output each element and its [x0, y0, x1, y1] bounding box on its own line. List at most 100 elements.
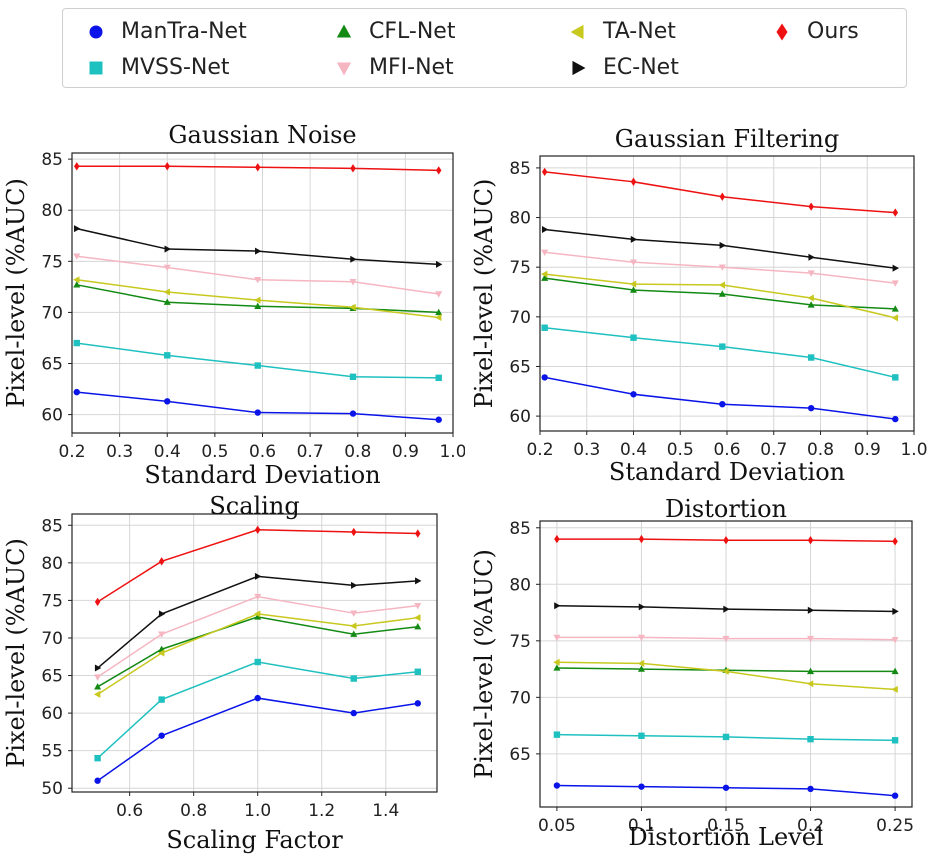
y-axis-label: Pixel-level (%AUC)	[470, 549, 498, 779]
series-ta-net	[93, 610, 421, 698]
data-point	[553, 658, 560, 666]
data-point	[73, 276, 80, 284]
y-tick-label: 55	[41, 742, 63, 762]
data-point	[629, 280, 637, 288]
data-point	[718, 281, 726, 289]
data-point	[158, 557, 165, 566]
legend-label: Ours	[807, 19, 859, 44]
data-point	[553, 782, 561, 789]
data-point	[350, 255, 357, 263]
data-point	[891, 636, 899, 644]
series-ec-net	[554, 602, 899, 615]
data-point	[435, 374, 442, 382]
data-point	[157, 649, 165, 657]
x-tick-label: 0.15	[707, 816, 745, 836]
data-point	[349, 279, 357, 286]
y-tick-label: 80	[509, 575, 531, 595]
chart-title: Distortion	[665, 495, 787, 523]
y-tick-label: 75	[41, 252, 63, 272]
data-point	[163, 264, 171, 272]
grid	[71, 153, 454, 433]
series-line	[544, 171, 896, 214]
y-tick-label: 65	[509, 357, 531, 377]
grid	[540, 521, 912, 807]
data-point	[255, 163, 261, 172]
legend-item-cfl-net: CFL-Net	[333, 19, 455, 44]
series-line	[544, 277, 896, 310]
data-point	[807, 354, 815, 361]
x-tick-label: 1.0	[439, 442, 465, 462]
data-point	[891, 792, 899, 799]
data-point	[350, 709, 357, 717]
data-point	[638, 603, 646, 611]
data-point	[553, 634, 561, 642]
data-point	[637, 659, 645, 667]
data-point	[540, 270, 548, 278]
data-point	[891, 280, 899, 287]
data-point	[722, 784, 730, 791]
legend-item-ours: Ours	[771, 19, 859, 44]
x-tick-label: 0.8	[807, 440, 834, 460]
data-point	[254, 362, 261, 369]
data-point	[94, 664, 102, 672]
data-point	[891, 314, 899, 322]
x-tick-label: 0.3	[573, 440, 600, 460]
data-point	[435, 166, 442, 175]
legend-label: MVSS-Net	[121, 55, 230, 80]
series-line	[76, 227, 439, 266]
y-axis-label: Pixel-level (%AUC)	[2, 538, 30, 768]
y-tick-label: 80	[509, 209, 531, 229]
y-axis-label: Pixel-level (%AUC)	[470, 179, 498, 409]
x-tick-label: 0.05	[538, 816, 576, 836]
data-point	[94, 754, 101, 762]
data-point	[891, 737, 899, 744]
legend-label: TA-Net	[603, 19, 676, 44]
y-tick-label: 70	[41, 629, 63, 649]
x-tick-label: 0.4	[154, 442, 181, 462]
data-point	[163, 288, 170, 296]
series-line	[544, 327, 896, 379]
series-line	[544, 228, 896, 269]
data-point	[722, 733, 730, 741]
series-mfi-net	[541, 249, 899, 287]
series-mfi-net	[553, 634, 899, 644]
data-point	[254, 302, 262, 310]
x-tick-label: 0.8	[180, 801, 207, 821]
data-point	[718, 290, 726, 297]
y-tick-label: 80	[41, 554, 63, 574]
data-point	[807, 404, 815, 412]
series-ta-net	[540, 270, 899, 322]
x-tick-label: 0.2	[526, 440, 553, 460]
data-point	[254, 409, 261, 416]
legend-label: CFL-Net	[369, 19, 456, 44]
data-point	[94, 597, 101, 607]
data-point	[73, 388, 80, 396]
x-tick-label: 0.9	[854, 440, 881, 460]
data-point	[892, 607, 899, 615]
data-point	[435, 314, 442, 322]
chart-gaussian-noise: 0.2 0.3 0.4 0.5 0.6 0.7 0.8 0.9 1.0 60 65 70 75 80 85 G…	[2, 121, 465, 489]
data-point	[94, 777, 101, 784]
legend-label: ManTra-Net	[121, 19, 247, 44]
data-point	[414, 623, 422, 630]
data-point	[807, 294, 814, 302]
x-tick-label: 1.4	[372, 801, 399, 821]
x-tick-label: 0.5	[667, 440, 694, 460]
chart-title: Gaussian Filtering	[615, 125, 839, 153]
data-point	[414, 668, 421, 675]
data-point	[554, 602, 561, 610]
grid	[72, 514, 437, 792]
data-point	[541, 374, 548, 381]
data-point	[808, 202, 814, 211]
y-tick-label: 60	[41, 704, 63, 724]
legend-item-ta-net: TA-Net	[567, 19, 676, 44]
data-point	[630, 391, 637, 398]
series-ec-net	[74, 225, 443, 268]
x-tick-label: 0.3	[106, 442, 133, 462]
data-point	[719, 343, 726, 350]
x-tick-label: 0.6	[249, 442, 276, 462]
data-point	[73, 253, 81, 260]
data-point	[349, 373, 357, 380]
y-tick-label: 70	[509, 688, 531, 708]
y-tick-label: 70	[41, 303, 63, 323]
